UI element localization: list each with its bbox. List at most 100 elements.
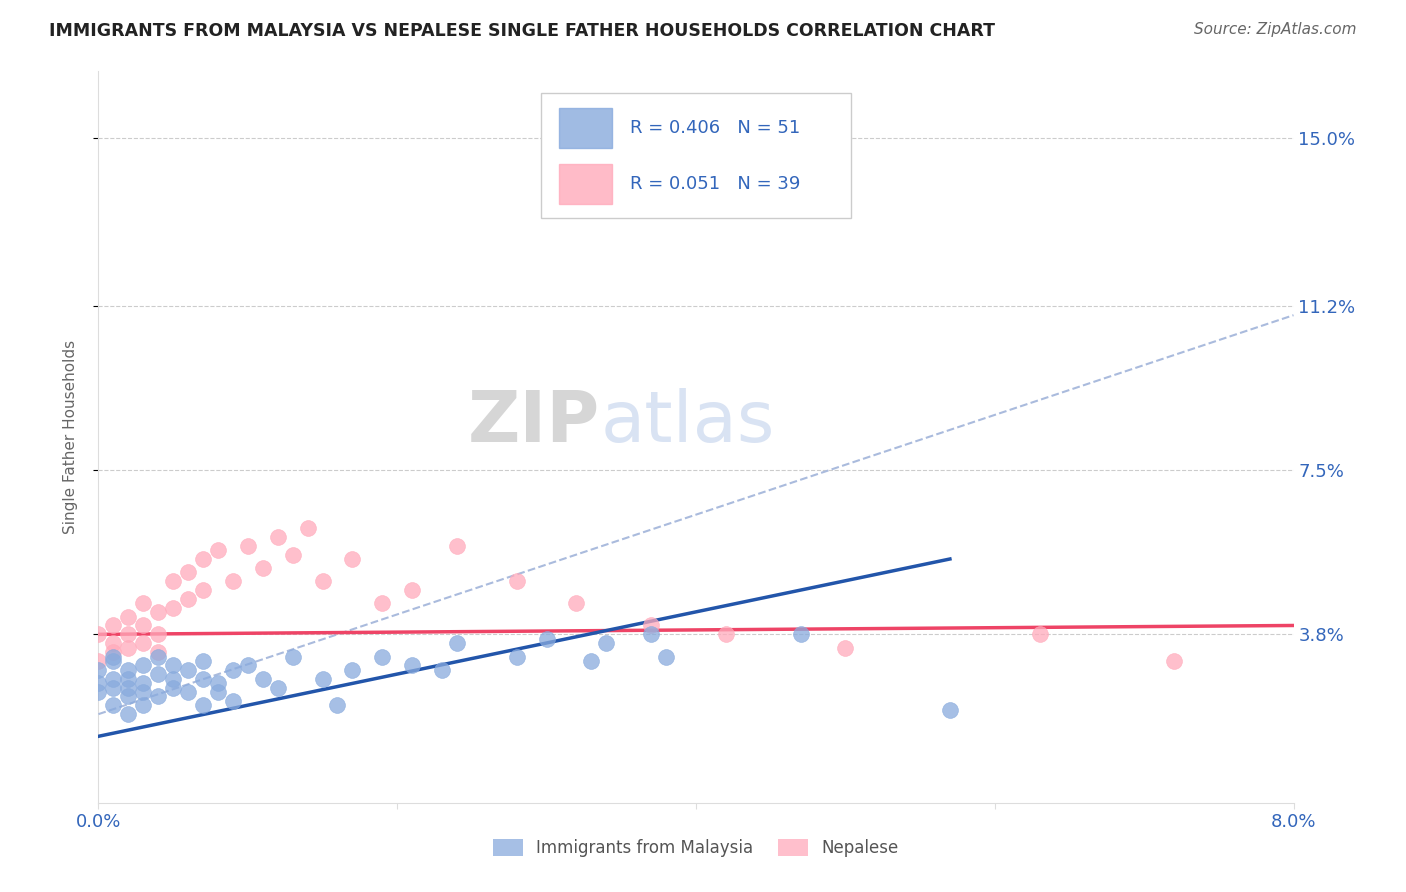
Point bbox=[401, 658, 423, 673]
Point bbox=[371, 649, 394, 664]
Point bbox=[311, 574, 333, 589]
Point bbox=[446, 539, 468, 553]
Point bbox=[87, 663, 110, 677]
Point bbox=[103, 649, 125, 664]
Point bbox=[236, 539, 259, 553]
Point bbox=[117, 681, 139, 695]
Point bbox=[640, 618, 662, 632]
Y-axis label: Single Father Households: Single Father Households bbox=[63, 340, 77, 534]
Text: Source: ZipAtlas.com: Source: ZipAtlas.com bbox=[1194, 22, 1357, 37]
Point bbox=[103, 654, 125, 668]
Point bbox=[565, 596, 588, 610]
Point bbox=[117, 690, 139, 704]
Point bbox=[281, 548, 304, 562]
Point bbox=[162, 658, 184, 673]
Point bbox=[191, 582, 214, 597]
Point bbox=[311, 672, 333, 686]
Point bbox=[87, 676, 110, 690]
Point bbox=[177, 591, 200, 606]
FancyBboxPatch shape bbox=[558, 164, 613, 204]
Point bbox=[132, 658, 155, 673]
Point bbox=[117, 663, 139, 677]
Point bbox=[536, 632, 558, 646]
Point bbox=[148, 605, 170, 619]
Point bbox=[191, 698, 214, 713]
Point bbox=[207, 685, 229, 699]
Point bbox=[342, 552, 364, 566]
Point bbox=[148, 627, 170, 641]
Point bbox=[789, 627, 811, 641]
Point bbox=[87, 685, 110, 699]
Point bbox=[132, 676, 155, 690]
Point bbox=[252, 672, 274, 686]
Point bbox=[87, 627, 110, 641]
Point bbox=[222, 694, 245, 708]
Text: R = 0.051   N = 39: R = 0.051 N = 39 bbox=[630, 175, 800, 193]
Point bbox=[177, 663, 200, 677]
Point bbox=[342, 663, 364, 677]
Point bbox=[506, 649, 529, 664]
Point bbox=[401, 582, 423, 597]
Point bbox=[162, 600, 184, 615]
Point bbox=[103, 698, 125, 713]
Point bbox=[640, 627, 662, 641]
Point bbox=[103, 681, 125, 695]
Point bbox=[222, 663, 245, 677]
Point bbox=[1028, 627, 1050, 641]
Point bbox=[103, 672, 125, 686]
Point bbox=[834, 640, 856, 655]
Point bbox=[191, 654, 214, 668]
Text: ZIP: ZIP bbox=[468, 388, 600, 457]
Point bbox=[103, 645, 125, 659]
Text: atlas: atlas bbox=[600, 388, 775, 457]
Point bbox=[191, 672, 214, 686]
Point bbox=[132, 618, 155, 632]
Point bbox=[207, 676, 229, 690]
Point bbox=[132, 685, 155, 699]
Text: IMMIGRANTS FROM MALAYSIA VS NEPALESE SINGLE FATHER HOUSEHOLDS CORRELATION CHART: IMMIGRANTS FROM MALAYSIA VS NEPALESE SIN… bbox=[49, 22, 995, 40]
Point bbox=[87, 654, 110, 668]
Point bbox=[177, 685, 200, 699]
Point bbox=[281, 649, 304, 664]
Point bbox=[177, 566, 200, 580]
Point bbox=[939, 703, 962, 717]
Point bbox=[148, 645, 170, 659]
Point bbox=[655, 649, 678, 664]
Point bbox=[430, 663, 453, 677]
Point bbox=[191, 552, 214, 566]
FancyBboxPatch shape bbox=[558, 108, 613, 148]
Point bbox=[222, 574, 245, 589]
FancyBboxPatch shape bbox=[541, 94, 852, 218]
Point bbox=[117, 627, 139, 641]
Point bbox=[148, 649, 170, 664]
Point bbox=[148, 690, 170, 704]
Point bbox=[1163, 654, 1185, 668]
Point bbox=[103, 636, 125, 650]
Point bbox=[267, 681, 290, 695]
Point bbox=[103, 618, 125, 632]
Point bbox=[117, 609, 139, 624]
Point bbox=[252, 561, 274, 575]
Point bbox=[326, 698, 349, 713]
Point bbox=[162, 672, 184, 686]
Point bbox=[236, 658, 259, 673]
Point bbox=[595, 636, 617, 650]
Point bbox=[117, 672, 139, 686]
Point bbox=[162, 574, 184, 589]
Point bbox=[132, 636, 155, 650]
Point bbox=[371, 596, 394, 610]
Text: R = 0.406   N = 51: R = 0.406 N = 51 bbox=[630, 119, 800, 136]
Point bbox=[132, 698, 155, 713]
Point bbox=[506, 574, 529, 589]
Point bbox=[117, 707, 139, 722]
Point bbox=[132, 596, 155, 610]
Point bbox=[162, 681, 184, 695]
Point bbox=[148, 667, 170, 681]
Point bbox=[207, 543, 229, 558]
Point bbox=[117, 640, 139, 655]
Point bbox=[714, 627, 737, 641]
Point bbox=[297, 521, 319, 535]
Point bbox=[267, 530, 290, 544]
Point bbox=[446, 636, 468, 650]
Point bbox=[581, 654, 603, 668]
